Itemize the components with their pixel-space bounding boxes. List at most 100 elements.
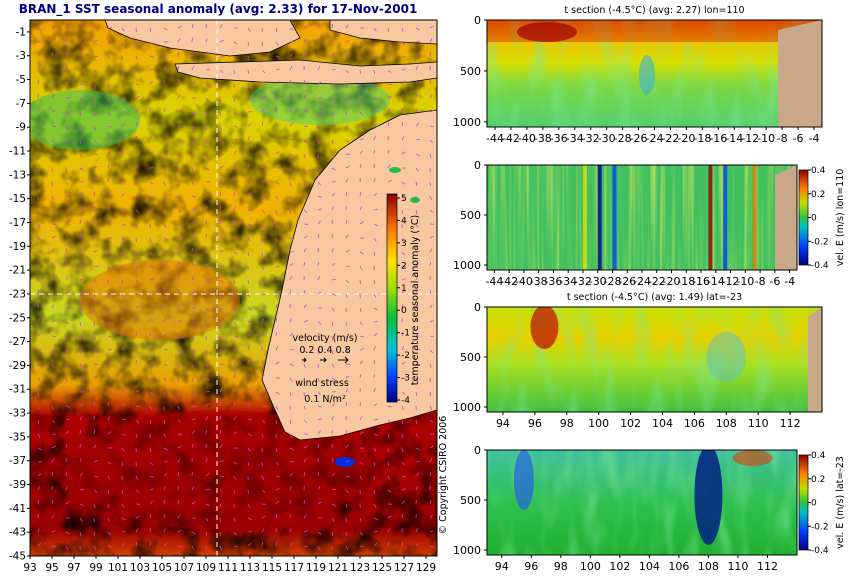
velocity-colorbar-tick-label: -0.2 <box>811 522 829 532</box>
map-y-tick-label: -13 <box>9 169 26 181</box>
velocity-arrow <box>318 52 319 56</box>
map-y-tick-label: -41 <box>9 503 26 515</box>
section-y-tick-label: 1000 <box>453 544 481 557</box>
lake <box>389 167 401 173</box>
section-x-tick-label: 102 <box>620 417 641 430</box>
section-field-texture <box>487 165 797 270</box>
section-y-tick-label: 0 <box>474 301 481 314</box>
map-y-axis: -1-3-5-7-9-11-13-15-17-19-21-23-25-27-29… <box>9 26 30 562</box>
section-x-tick-label: 106 <box>668 560 689 573</box>
velocity-arrow <box>234 490 235 494</box>
section-x-tick-label: 96 <box>528 417 542 430</box>
velocity-arrow <box>276 420 277 424</box>
map-y-tick-label: -21 <box>9 265 26 277</box>
cool-core <box>639 55 655 95</box>
section-x-tick-label: -10 <box>736 275 754 288</box>
velocity-arrow <box>402 210 403 214</box>
cool-core <box>706 332 746 382</box>
section-x-tick-label: -6 <box>769 275 780 288</box>
colorbar-tick-label: 0 <box>401 306 407 316</box>
velocity-colorbar-tick-label: 0.4 <box>811 166 826 176</box>
map-x-tick-label: 103 <box>130 562 150 574</box>
velocity-label: velocity (m/s) <box>293 333 358 344</box>
velocity-scale: 0.2 0.4 0.8 <box>299 345 350 356</box>
land-mask <box>778 20 822 127</box>
section-y-tick-label: 1000 <box>453 116 481 129</box>
map-y-tick-label: -1 <box>16 26 26 38</box>
velocity-arrow <box>150 122 151 126</box>
land-mask <box>775 165 797 270</box>
map-y-tick-label: -5 <box>16 74 26 86</box>
section-title: t section (-4.5°C) (avg: 2.27) lon=110 <box>564 5 744 16</box>
velocity-arrow <box>374 321 378 322</box>
section-y-tick-label: 0 <box>474 14 481 27</box>
map-y-tick-label: -35 <box>9 431 26 443</box>
map-x-tick-label: 119 <box>306 562 326 574</box>
velocity-colorbar-label: vel. E (m/s) lat=-23 <box>835 456 846 549</box>
velocity-arrow <box>52 434 56 435</box>
section-x-tick-label: 96 <box>524 560 538 573</box>
map-x-tick-label: 113 <box>240 562 260 574</box>
map-y-tick-label: -3 <box>16 50 26 62</box>
section-y-tick-label: 500 <box>460 494 481 507</box>
map-x-tick-label: 97 <box>67 562 80 574</box>
section-x-tick-label: 110 <box>727 560 748 573</box>
westward-jet <box>514 450 534 510</box>
map-y-tick-label: -29 <box>9 360 26 372</box>
copyright-text: © Copyright CSIRO 2006 <box>438 416 449 535</box>
map-x-tick-label: 95 <box>45 562 58 574</box>
velocity-colorbar <box>799 455 808 550</box>
velocity-streak <box>583 165 587 270</box>
velocity-arrow <box>290 461 294 462</box>
section-y-tick-label: 0 <box>474 159 481 172</box>
section-x-tick-label: 106 <box>684 417 705 430</box>
velocity-streak <box>598 165 602 270</box>
map-y-tick-label: -39 <box>9 479 26 491</box>
section-x-tick-label: -6 <box>793 132 804 145</box>
velocity-arrow <box>388 462 389 466</box>
velocity-arrow <box>234 192 235 196</box>
map-x-tick-label: 93 <box>23 562 36 574</box>
section-x-tick-label: 104 <box>652 417 673 430</box>
colorbar-tick-label: -2 <box>401 351 410 361</box>
section-x-tick-label: -8 <box>755 275 766 288</box>
velocity-streak <box>723 165 727 270</box>
warm-eddy <box>80 260 240 340</box>
map-y-tick-label: -25 <box>9 312 26 324</box>
velocity-arrow <box>248 531 252 532</box>
velocity-arrow <box>38 290 39 294</box>
section-x-tick-label: 112 <box>757 560 778 573</box>
section-x-tick-label: -4 <box>809 132 820 145</box>
velocity-streak <box>753 165 757 270</box>
wind-stress-label: wind stress <box>295 378 349 389</box>
velocity-arrow <box>192 52 193 56</box>
velocity-arrow <box>430 392 431 396</box>
wind-stress-scale: 0.1 N/m² <box>304 394 346 405</box>
map-x-tick-label: 125 <box>372 562 392 574</box>
velocity-arrow <box>360 490 361 494</box>
velocity-colorbar-tick-label: 0.2 <box>811 475 825 485</box>
section-x-tick-label: 94 <box>495 560 509 573</box>
velocity-colorbar-tick-label: -0.2 <box>811 237 829 247</box>
velocity-arrow <box>220 154 224 155</box>
section-x-tick-label: 108 <box>698 560 719 573</box>
section-y-tick-label: 500 <box>460 351 481 364</box>
velocity-arrow <box>122 150 123 154</box>
velocity-arrow <box>66 262 67 266</box>
map-y-tick-label: -23 <box>9 288 26 300</box>
section-x-tick-label: 112 <box>780 417 801 430</box>
map-y-tick-label: -15 <box>9 193 26 205</box>
section-x-tick-label: 100 <box>580 560 601 573</box>
section-field <box>487 445 797 555</box>
section-y-tick-label: 500 <box>460 209 481 222</box>
velocity-arrow <box>38 80 39 84</box>
map-y-tick-label: -31 <box>9 384 26 396</box>
section-x-tick-label: -10 <box>757 132 775 145</box>
map-x-tick-label: 101 <box>108 562 128 574</box>
colorbar-tick-label: -4 <box>401 396 410 406</box>
velocity-arrow <box>192 262 193 266</box>
warm-core <box>530 305 558 349</box>
velocity-arrow <box>150 332 151 336</box>
